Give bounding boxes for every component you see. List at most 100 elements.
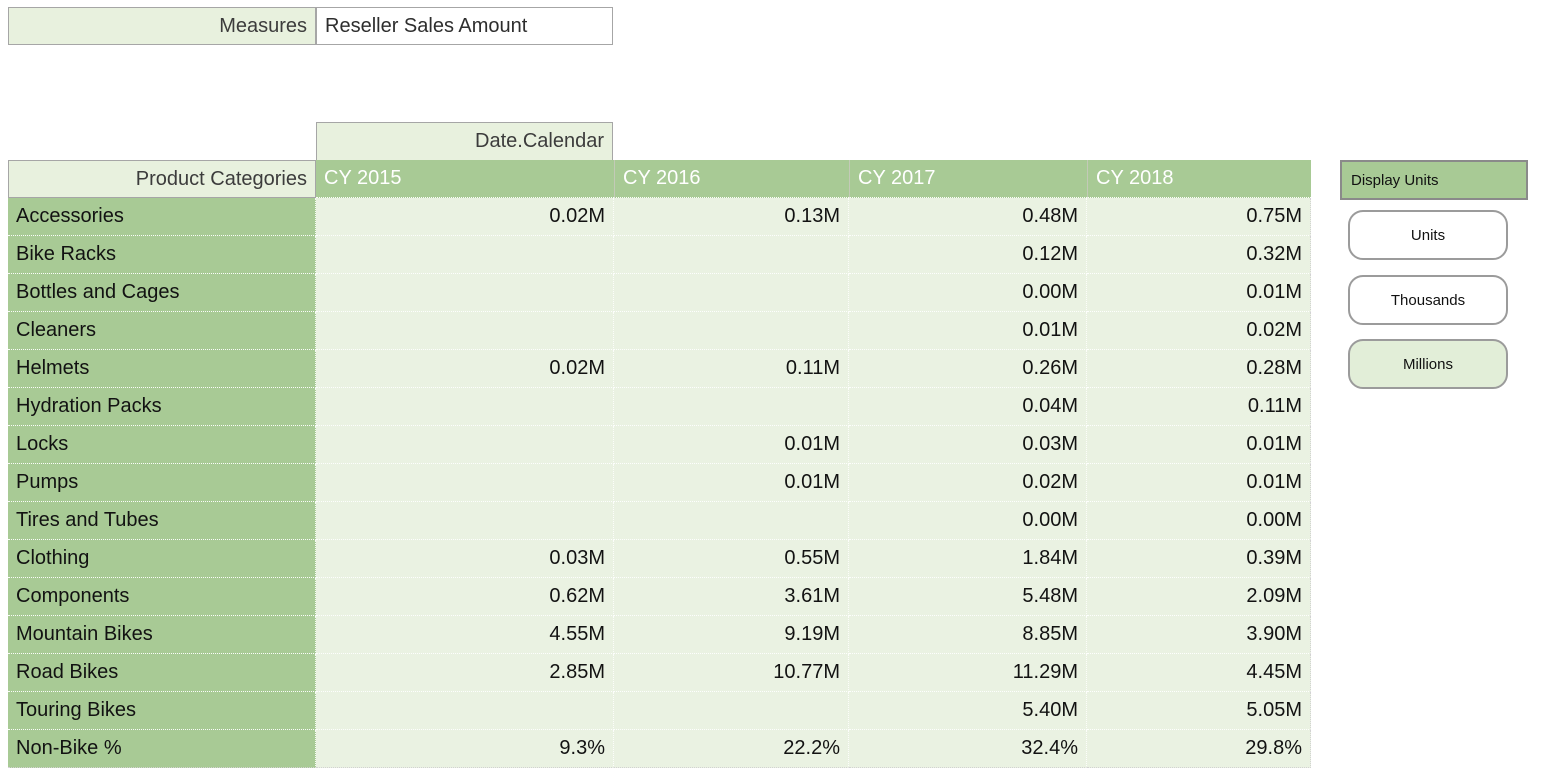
value-cell: 22.2% bbox=[614, 730, 849, 768]
table-row: Road Bikes 2.85M 10.77M 11.29M 4.45M bbox=[8, 654, 1311, 692]
value-cell: 0.02M bbox=[849, 464, 1087, 502]
value-cell bbox=[316, 388, 614, 426]
value-cell bbox=[614, 388, 849, 426]
value-cell bbox=[316, 274, 614, 312]
table-row: Components 0.62M 3.61M 5.48M 2.09M bbox=[8, 578, 1311, 616]
date-calendar-header-cell: Date.Calendar bbox=[316, 122, 613, 161]
value-cell: 0.01M bbox=[614, 426, 849, 464]
value-cell: 4.55M bbox=[316, 616, 614, 654]
table-row: Touring Bikes 5.40M 5.05M bbox=[8, 692, 1311, 730]
row-label-cell: Locks bbox=[8, 426, 316, 464]
value-cell: 0.03M bbox=[316, 540, 614, 578]
table-row: Locks 0.01M 0.03M 0.01M bbox=[8, 426, 1311, 464]
value-cell: 8.85M bbox=[849, 616, 1087, 654]
table-row: Hydration Packs 0.04M 0.11M bbox=[8, 388, 1311, 426]
value-cell: 32.4% bbox=[849, 730, 1087, 768]
row-label-cell: Non-Bike % bbox=[8, 730, 316, 768]
value-cell: 9.3% bbox=[316, 730, 614, 768]
table-row: Mountain Bikes 4.55M 9.19M 8.85M 3.90M bbox=[8, 616, 1311, 654]
row-label-cell: Bike Racks bbox=[8, 236, 316, 274]
value-cell: 5.40M bbox=[849, 692, 1087, 730]
value-cell: 3.61M bbox=[614, 578, 849, 616]
table-row: Clothing 0.03M 0.55M 1.84M 0.39M bbox=[8, 540, 1311, 578]
value-cell: 0.01M bbox=[1087, 464, 1311, 502]
value-cell: 0.04M bbox=[849, 388, 1087, 426]
value-cell bbox=[614, 236, 849, 274]
value-cell: 4.45M bbox=[1087, 654, 1311, 692]
value-cell: 0.13M bbox=[614, 198, 849, 236]
value-cell: 2.85M bbox=[316, 654, 614, 692]
value-cell: 1.84M bbox=[849, 540, 1087, 578]
value-cell: 3.90M bbox=[1087, 616, 1311, 654]
table-row: Bottles and Cages 0.00M 0.01M bbox=[8, 274, 1311, 312]
value-cell: 0.01M bbox=[614, 464, 849, 502]
value-cell: 9.19M bbox=[614, 616, 849, 654]
row-label-cell: Road Bikes bbox=[8, 654, 316, 692]
display-units-button-thousands[interactable]: Thousands bbox=[1348, 275, 1508, 325]
value-cell: 0.26M bbox=[849, 350, 1087, 388]
table-row: Cleaners 0.01M 0.02M bbox=[8, 312, 1311, 350]
value-cell bbox=[316, 236, 614, 274]
row-label-cell: Hydration Packs bbox=[8, 388, 316, 426]
column-header-cy2017: CY 2017 bbox=[849, 160, 1087, 198]
measures-label-cell: Measures bbox=[8, 7, 316, 45]
table-row: Bike Racks 0.12M 0.32M bbox=[8, 236, 1311, 274]
value-cell: 0.48M bbox=[849, 198, 1087, 236]
value-cell: 29.8% bbox=[1087, 730, 1311, 768]
value-cell bbox=[316, 692, 614, 730]
value-cell: 0.02M bbox=[1087, 312, 1311, 350]
value-cell: 10.77M bbox=[614, 654, 849, 692]
measures-value-cell[interactable]: Reseller Sales Amount bbox=[316, 7, 613, 45]
product-categories-header-cell: Product Categories bbox=[8, 160, 316, 198]
value-cell: 0.11M bbox=[614, 350, 849, 388]
value-cell: 0.55M bbox=[614, 540, 849, 578]
row-label-cell: Cleaners bbox=[8, 312, 316, 350]
column-header-cy2018: CY 2018 bbox=[1087, 160, 1311, 198]
row-label-cell: Touring Bikes bbox=[8, 692, 316, 730]
value-cell bbox=[614, 312, 849, 350]
row-label-cell: Clothing bbox=[8, 540, 316, 578]
row-label-cell: Components bbox=[8, 578, 316, 616]
value-cell: 0.39M bbox=[1087, 540, 1311, 578]
row-label-cell: Helmets bbox=[8, 350, 316, 388]
row-label-cell: Mountain Bikes bbox=[8, 616, 316, 654]
value-cell: 2.09M bbox=[1087, 578, 1311, 616]
value-cell: 0.12M bbox=[849, 236, 1087, 274]
value-cell: 0.01M bbox=[1087, 426, 1311, 464]
value-cell bbox=[316, 502, 614, 540]
value-cell: 0.00M bbox=[1087, 502, 1311, 540]
display-units-button-units[interactable]: Units bbox=[1348, 210, 1508, 260]
row-label-cell: Pumps bbox=[8, 464, 316, 502]
value-cell: 0.03M bbox=[849, 426, 1087, 464]
value-cell bbox=[316, 426, 614, 464]
value-cell: 0.02M bbox=[316, 350, 614, 388]
row-label-cell: Tires and Tubes bbox=[8, 502, 316, 540]
row-label-cell: Bottles and Cages bbox=[8, 274, 316, 312]
value-cell: 11.29M bbox=[849, 654, 1087, 692]
value-cell: 0.62M bbox=[316, 578, 614, 616]
value-cell: 0.02M bbox=[316, 198, 614, 236]
row-label-cell: Accessories bbox=[8, 198, 316, 236]
value-cell bbox=[316, 312, 614, 350]
display-units-header: Display Units bbox=[1340, 160, 1528, 200]
column-header-cy2016: CY 2016 bbox=[614, 160, 849, 198]
value-cell: 5.05M bbox=[1087, 692, 1311, 730]
value-cell: 0.00M bbox=[849, 502, 1087, 540]
pivot-grid: Accessories 0.02M 0.13M 0.48M 0.75M Bike Rack… bbox=[8, 198, 1311, 768]
value-cell: 0.28M bbox=[1087, 350, 1311, 388]
pivot-header-row: Product Categories CY 2015 CY 2016 CY 20… bbox=[8, 160, 1311, 198]
value-cell bbox=[614, 502, 849, 540]
value-cell: 0.11M bbox=[1087, 388, 1311, 426]
value-cell: 0.01M bbox=[849, 312, 1087, 350]
value-cell: 0.01M bbox=[1087, 274, 1311, 312]
table-row: Tires and Tubes 0.00M 0.00M bbox=[8, 502, 1311, 540]
value-cell: 0.00M bbox=[849, 274, 1087, 312]
column-header-cy2015: CY 2015 bbox=[316, 160, 614, 198]
table-row: Accessories 0.02M 0.13M 0.48M 0.75M bbox=[8, 198, 1311, 236]
value-cell bbox=[316, 464, 614, 502]
value-cell: 5.48M bbox=[849, 578, 1087, 616]
display-units-button-millions[interactable]: Millions bbox=[1348, 339, 1508, 389]
value-cell bbox=[614, 692, 849, 730]
value-cell bbox=[614, 274, 849, 312]
